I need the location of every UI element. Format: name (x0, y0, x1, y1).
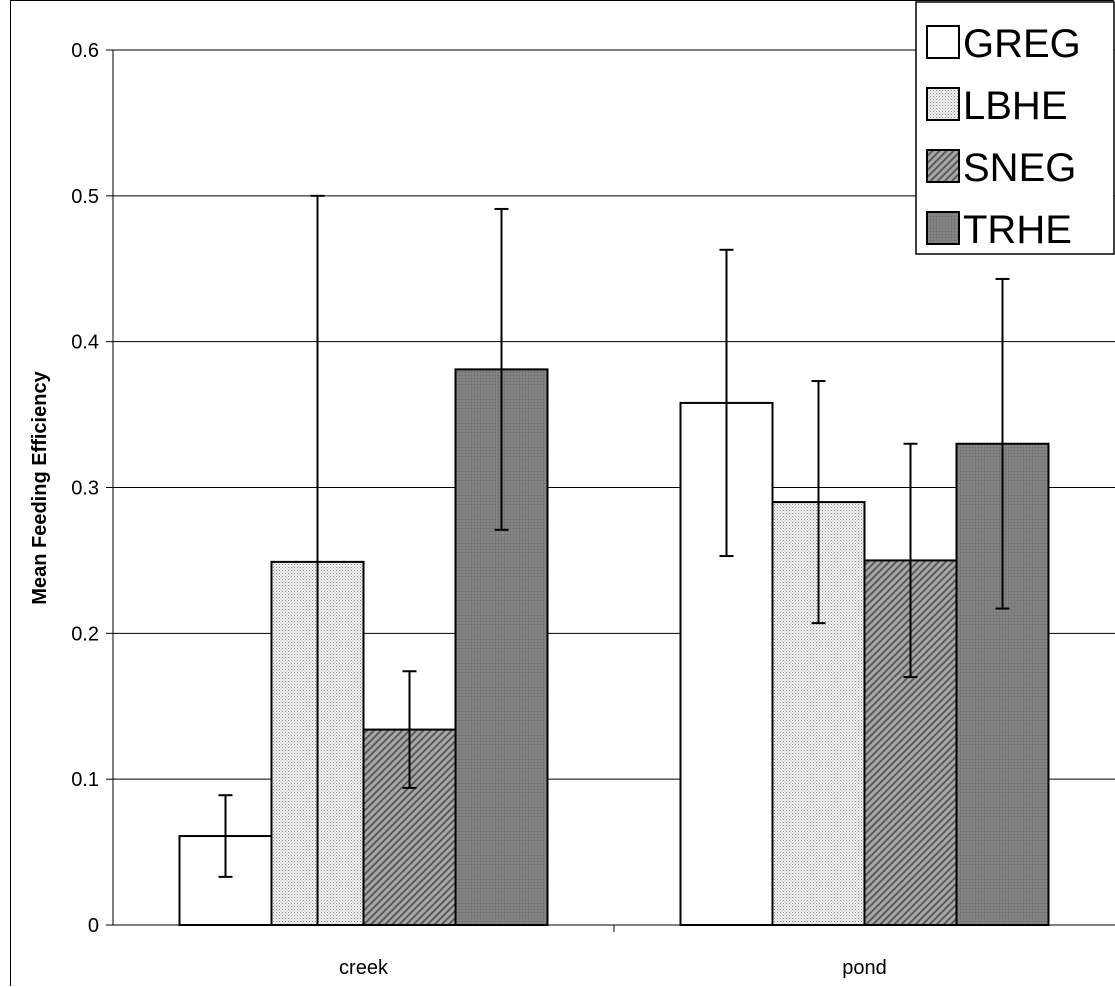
legend-swatch-trhe (926, 211, 960, 245)
x-tick-label-pond: pond (842, 957, 887, 979)
y-tick-label-6: 0.6 (71, 40, 99, 62)
y-tick-label-5: 0.5 (71, 186, 99, 208)
y-axis-label: Mean Feeding Efficiency (29, 370, 51, 604)
bars (178, 368, 1050, 927)
axes: 0 0.1 0.2 0.3 0.4 0.5 0.6 creek pond (71, 40, 1115, 979)
legend-label-lbhe: LBHE (963, 84, 1068, 128)
y-tick-label-3: 0.3 (71, 478, 99, 500)
legend: GREG LBHE SNEG TRHE (915, 1, 1115, 255)
legend-label-sneg: SNEG (963, 146, 1076, 190)
legend-swatch-sneg (926, 149, 960, 183)
y-tick-label-2: 0.2 (71, 623, 99, 645)
y-tick-label-0: 0 (88, 915, 99, 937)
legend-swatch-lbhe (926, 87, 960, 121)
legend-label-trhe: TRHE (963, 208, 1072, 252)
error-bars (218, 194, 1010, 926)
chart-frame (10, 0, 1114, 986)
y-tick-label-1: 0.1 (71, 769, 99, 791)
y-tick-label-4: 0.4 (71, 332, 99, 354)
legend-label-greg: GREG (963, 22, 1081, 66)
x-tick-label-creek: creek (339, 957, 389, 979)
legend-swatch-greg (926, 25, 960, 59)
